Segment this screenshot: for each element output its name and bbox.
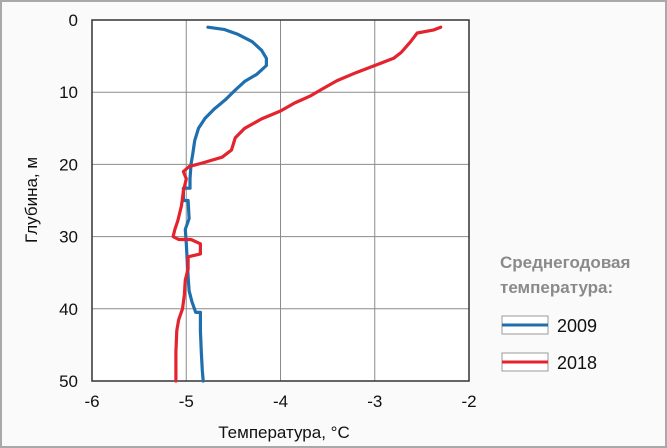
x-tick-label: -2 xyxy=(461,392,476,411)
legend-label-2009: 2009 xyxy=(557,316,597,336)
y-tick-label: 20 xyxy=(59,155,78,174)
x-axis-label: Температура, °С xyxy=(218,423,349,442)
y-tick-label: 0 xyxy=(69,11,78,30)
legend-label-2018: 2018 xyxy=(557,353,597,373)
y-tick-label: 10 xyxy=(59,83,78,102)
x-tick-label: -5 xyxy=(179,392,194,411)
legend-title-line1: Среднегодовая xyxy=(500,253,630,272)
y-tick-label: 40 xyxy=(59,300,78,319)
legend-title-line2: температура: xyxy=(500,278,613,297)
x-tick-label: -3 xyxy=(367,392,382,411)
y-tick-label: 50 xyxy=(59,372,78,391)
y-axis-label: Глубина, м xyxy=(22,157,41,243)
plot-border xyxy=(91,19,470,382)
x-tick-label: -6 xyxy=(84,392,99,411)
y-tick-label: 30 xyxy=(59,228,78,247)
series-line-2009 xyxy=(181,25,268,383)
series-line-2018 xyxy=(171,25,443,383)
x-tick-label: -4 xyxy=(273,392,288,411)
legend: Среднегодовая температура: 2009 2018 xyxy=(500,253,630,373)
